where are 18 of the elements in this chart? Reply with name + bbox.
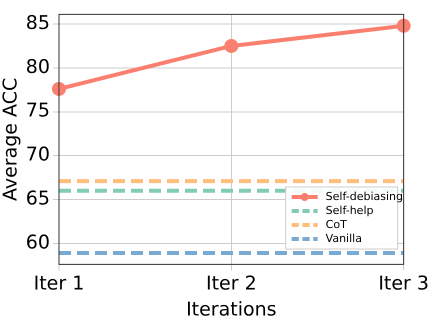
legend-label: Vanilla [326, 232, 362, 245]
legend-label: Self-help [326, 204, 374, 217]
x-tick-label: Iter 3 [378, 272, 430, 295]
y-tick-label: 70 [26, 144, 50, 166]
point [52, 82, 66, 96]
y-tick-label: 85 [26, 12, 50, 34]
point [396, 18, 411, 33]
y-tick-label: 80 [26, 56, 50, 78]
point [224, 38, 238, 53]
x-tick-label: Iter 1 [34, 272, 84, 295]
legend-label: CoT [326, 218, 348, 231]
y-axis-title: Average ACC [0, 78, 22, 202]
legend-label: Self-debiasing [326, 190, 403, 203]
x-axis-title: Iterations [186, 298, 277, 321]
y-tick-label: 75 [26, 100, 50, 122]
y-tick-label: 60 [26, 231, 50, 254]
y-tick-label: 65 [26, 187, 50, 210]
x-tick-label: Iter 2 [206, 272, 257, 295]
